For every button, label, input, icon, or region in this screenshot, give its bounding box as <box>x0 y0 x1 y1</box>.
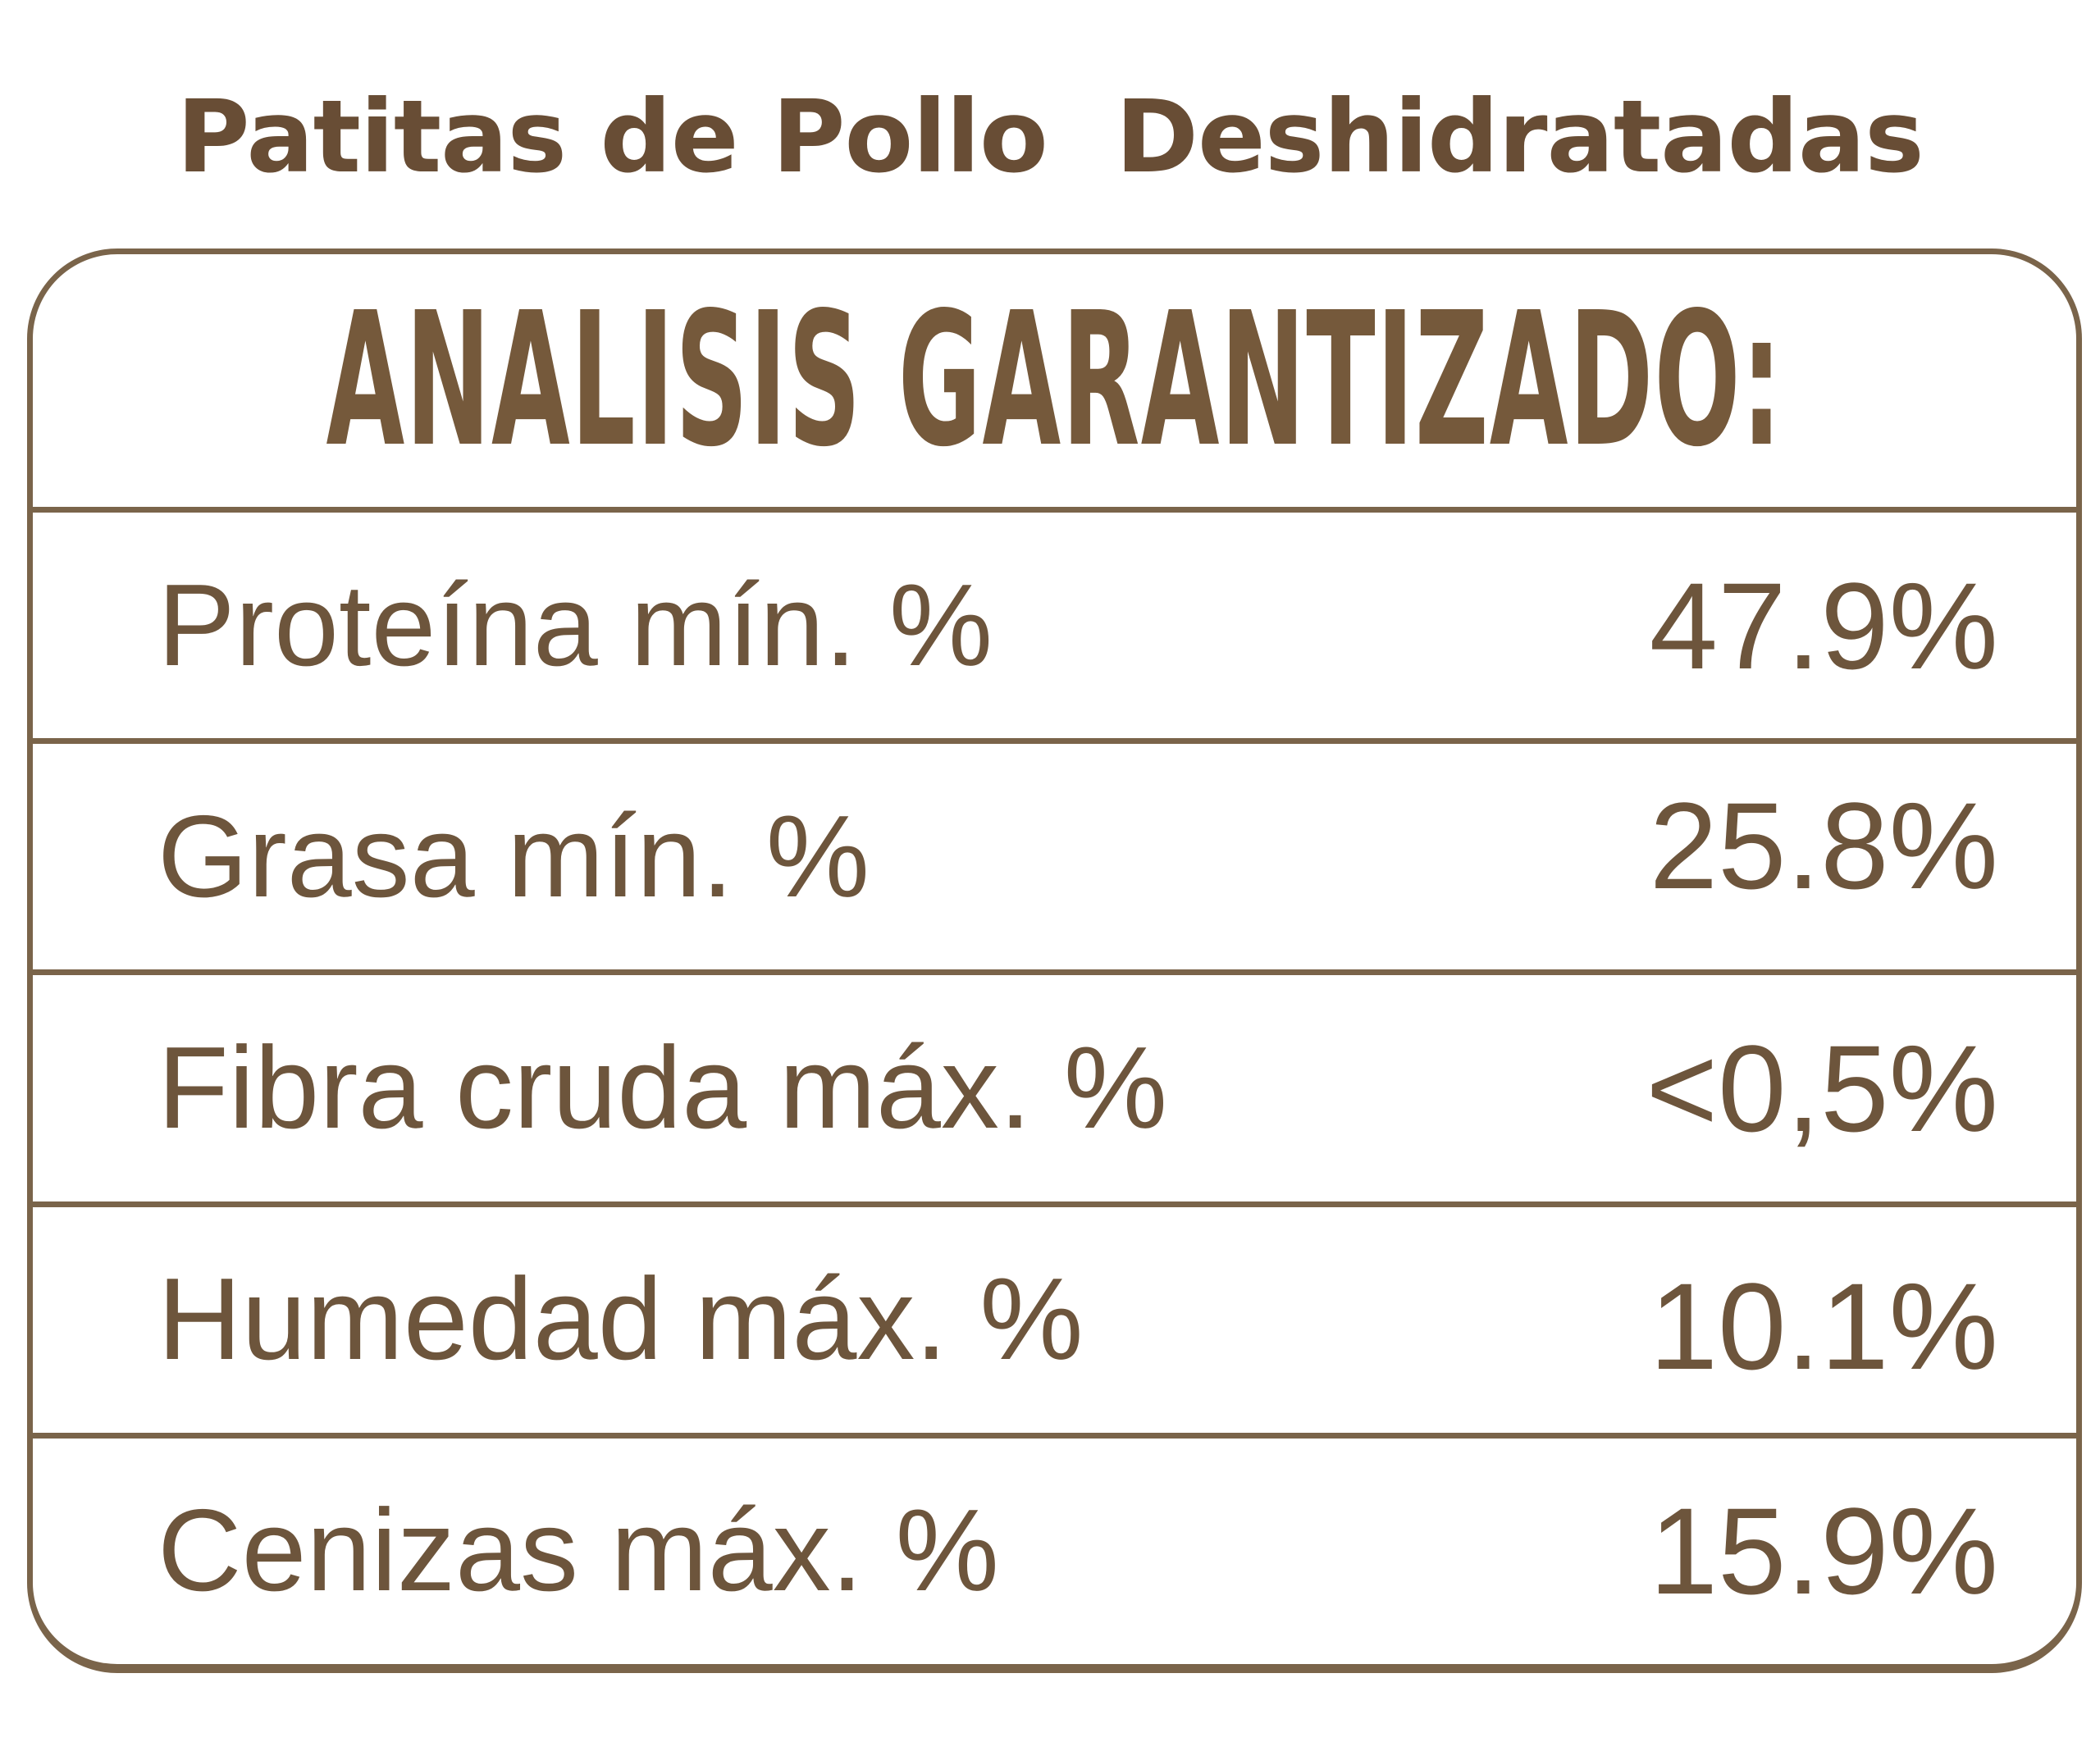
panel-header-title: ANALISIS GARANTIZADO: <box>326 272 1783 488</box>
analysis-row-value: 25.8% <box>1649 776 1998 914</box>
analysis-row-fiber: Fibra cruda máx. % <0,5% <box>33 969 2076 1201</box>
panel-header: ANALISIS GARANTIZADO: <box>33 254 2076 507</box>
analysis-row-label: Cenizas máx. % <box>158 1485 999 1616</box>
analysis-row-value: 47.9% <box>1649 556 1998 695</box>
analysis-row-label: Grasa mín. % <box>158 791 870 922</box>
analysis-row-fat: Grasa mín. % 25.8% <box>33 738 2076 969</box>
analysis-row-moisture: Humedad máx. % 10.1% <box>33 1201 2076 1433</box>
page-title: Patitas de Pollo Deshidratadas <box>176 79 1924 195</box>
analysis-row-label: Fibra cruda máx. % <box>158 1023 1168 1153</box>
analysis-row-value: <0,5% <box>1646 1019 1999 1157</box>
guaranteed-analysis-panel: ANALISIS GARANTIZADO: Proteína mín. % 47… <box>27 248 2082 1673</box>
analysis-row-label: Humedad máx. % <box>158 1254 1084 1385</box>
analysis-rows: Proteína mín. % 47.9% Grasa mín. % 25.8%… <box>33 507 2076 1664</box>
analysis-row-ash: Cenizas máx. % 15.9% <box>33 1432 2076 1664</box>
analysis-row-label: Proteína mín. % <box>158 559 993 691</box>
analysis-row-value: 10.1% <box>1649 1257 1998 1396</box>
analysis-row-protein: Proteína mín. % 47.9% <box>33 507 2076 738</box>
analysis-row-value: 15.9% <box>1649 1482 1998 1621</box>
